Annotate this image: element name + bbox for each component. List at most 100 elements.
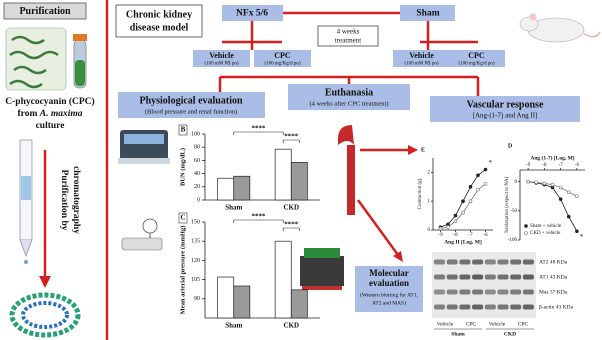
blot-band <box>522 289 534 295</box>
y-tick-label: -50 <box>510 209 517 214</box>
series-point <box>558 185 563 190</box>
method-label: Purification by <box>59 170 69 231</box>
y-tick-label: 0 <box>515 180 518 185</box>
lane-label: CPC <box>466 321 477 327</box>
sham-label: Sham <box>416 9 439 19</box>
y-axis-label: BUN (mg/dL) <box>179 148 186 186</box>
product-label: culture <box>36 121 65 131</box>
arm-dose: (100 mM PB po) <box>204 62 238 67</box>
blot-band <box>472 289 484 295</box>
column-tip <box>19 239 33 257</box>
panel-letter-box <box>178 124 188 136</box>
significance-label: **** <box>284 133 299 141</box>
blot-band <box>510 304 522 310</box>
x-tick-label: CKD <box>283 322 299 330</box>
panel-letter: D <box>508 143 513 149</box>
series-point <box>550 182 555 187</box>
aorta-image <box>338 125 355 215</box>
column-band <box>21 176 31 200</box>
rat-tail <box>583 31 601 38</box>
arrow-head <box>393 251 403 262</box>
arrow-head <box>408 145 418 155</box>
series-point <box>461 210 465 215</box>
band-label: AT2 48 KDa <box>539 259 568 265</box>
blot-apparatus-icon <box>300 248 344 290</box>
significance-bracket <box>233 131 284 135</box>
blot-band <box>522 274 534 280</box>
series-point <box>575 229 579 234</box>
band-label: β-actin 43 KDa <box>539 304 574 310</box>
band-label: AT1 43 KDa <box>539 274 568 280</box>
molecular-title: Molecular <box>369 268 409 278</box>
x-tick-label: -8 <box>453 233 458 238</box>
y-tick-label: 120 <box>191 258 200 264</box>
apparatus-lid <box>304 248 340 258</box>
x-axis-label: Ang (1-7) [Log, M] <box>530 154 574 161</box>
series-point <box>476 173 480 178</box>
nfx-box <box>222 5 283 21</box>
arm-label: CPC <box>274 51 291 60</box>
product-label: from A. maxima <box>17 109 82 119</box>
panel-letter: E <box>421 147 425 153</box>
tube-cap <box>73 34 87 41</box>
blot-band <box>472 259 484 265</box>
product-species: A. maxima <box>39 109 83 119</box>
x-axis-label: Ang II [Log, M] <box>444 239 482 245</box>
arrow-head <box>39 276 51 288</box>
rat-head <box>519 16 539 32</box>
molecular-note: AT2 and MAS) <box>372 299 406 306</box>
blot-band <box>434 289 445 295</box>
purification-box <box>3 2 87 20</box>
significance-label: **** <box>251 213 266 221</box>
y-tick-label: 80 <box>194 145 200 151</box>
blot-band <box>446 304 458 310</box>
molecular-box <box>355 266 423 312</box>
series-point <box>483 167 488 172</box>
series-point <box>566 214 571 219</box>
x-tick-label: Sham <box>225 204 242 212</box>
blot-band <box>484 304 496 310</box>
blot-band <box>459 304 471 310</box>
series-point <box>468 185 473 189</box>
product-label: from <box>17 109 37 119</box>
euthanasia-box <box>288 84 410 110</box>
arm-label: CPC <box>468 51 485 60</box>
legend-label: CKD + vehicle <box>530 231 561 236</box>
blot-band <box>484 289 496 295</box>
apparatus-base <box>302 286 342 290</box>
y-tick-label: 90 <box>194 296 200 302</box>
y-axis-label: %relaxation (respect to NA) <box>505 176 510 233</box>
treatment-label: 4 weeks <box>337 28 360 36</box>
arm-dose: (100 mg/Kg/d po) <box>264 62 300 67</box>
product-label: C-phycocyanin (CPC) <box>5 96 94 107</box>
series-point <box>453 219 458 224</box>
blot-band <box>446 289 458 295</box>
drop <box>24 260 28 264</box>
x-tick-label: -9 <box>526 163 531 168</box>
treatment-box <box>317 25 379 47</box>
protein-ring <box>21 301 69 329</box>
blot-band <box>522 304 534 310</box>
treatment-label: treatment <box>335 37 361 45</box>
vascular-note: [Ang-(1-7) and Ang II] <box>473 112 538 120</box>
gauge <box>142 218 158 234</box>
series-point <box>534 180 539 185</box>
series-point <box>558 197 563 201</box>
arm-box <box>448 50 505 67</box>
series-point <box>446 225 450 229</box>
physiological-title: Physiological evaluation <box>139 95 243 106</box>
blot-band <box>472 274 484 280</box>
series-point <box>461 199 465 203</box>
blot-band <box>446 274 458 280</box>
analyzer-icon <box>118 130 170 164</box>
y-tick-label: 20 <box>194 184 200 190</box>
blot-band <box>522 259 534 265</box>
series-point <box>483 182 488 186</box>
blot-band <box>459 289 471 295</box>
bar <box>274 240 292 319</box>
blot-band <box>497 289 509 295</box>
spirulina-strands <box>9 35 59 89</box>
arm-label: Vehicle <box>209 51 234 60</box>
blot-band <box>459 259 471 265</box>
